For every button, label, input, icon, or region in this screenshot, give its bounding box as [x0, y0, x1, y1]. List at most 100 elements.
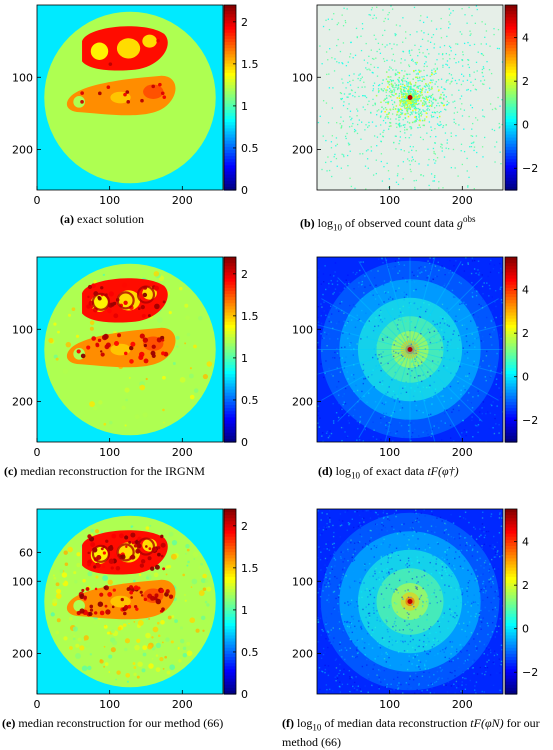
y-tick-label: 100	[292, 575, 313, 588]
colorbar-segment	[505, 610, 517, 615]
colorbar-segment	[505, 377, 517, 381]
colorbar-segment	[505, 601, 517, 606]
plot-frame	[36, 4, 224, 191]
x-tick-label: 100	[379, 698, 400, 711]
colorbar-segment	[505, 180, 517, 185]
colorbar-tick-label: 0	[522, 371, 529, 384]
colorbar-segment	[224, 672, 236, 677]
plot-f: 4 2 0 −2 100 200 100 200	[280, 504, 553, 719]
colorbar-segment	[505, 303, 517, 307]
colorbar-segment	[505, 423, 517, 428]
plot-a: 2 1.5 1 0.5 0 0 100 200 100 200	[0, 0, 270, 215]
y-tick-label: 100	[12, 323, 33, 336]
colorbar-segment	[505, 66, 517, 71]
peak	[407, 599, 413, 604]
colorbar-segment	[505, 595, 517, 600]
colorbar-segment	[505, 100, 517, 105]
colorbar-segment	[505, 119, 517, 123]
colorbar-segment	[224, 66, 236, 71]
colorbar-segment	[224, 650, 236, 655]
caption-label: (b)	[300, 216, 315, 230]
colorbar-segment	[505, 352, 517, 357]
colorbar-segment	[224, 143, 236, 148]
colorbar-segment	[505, 297, 517, 301]
caption-a: (a) exact solution	[60, 212, 260, 227]
colorbar-segment	[224, 312, 236, 317]
colorbar-segment	[505, 518, 517, 522]
colorbar-segment	[505, 140, 517, 145]
colorbar-segment	[505, 263, 517, 267]
y-tick-label: 200	[292, 396, 313, 409]
colorbar-segment	[505, 29, 517, 34]
colorbar-segment	[505, 368, 517, 372]
plot-frame	[316, 508, 504, 695]
colorbar-segment	[224, 300, 236, 304]
colorbar-segment	[505, 128, 517, 133]
colorbar-segment	[505, 405, 517, 409]
colorbar-segment	[224, 42, 236, 46]
colorbar-segment	[224, 156, 236, 160]
axes: 100 200 100 200	[292, 256, 504, 459]
colorbar-segment	[224, 533, 236, 538]
colorbar-tick-label: −2	[522, 666, 538, 679]
colorbar-segment	[224, 635, 236, 640]
colorbar-segment	[224, 32, 236, 37]
colorbar-segment	[224, 616, 236, 621]
colorbar-tick-label: 2	[522, 579, 529, 592]
colorbar-segment	[224, 521, 236, 526]
colorbar-tick-label: 0.5	[241, 394, 259, 407]
heatmap-exact-solution: 2 1.5 1 0.5 0 0 100 200 100 200	[12, 4, 259, 207]
colorbar-segment	[224, 79, 236, 83]
colorbar-segment	[505, 337, 517, 341]
colorbar-segment	[505, 364, 517, 369]
colorbar-segment	[505, 97, 517, 102]
x-tick-label: 100	[379, 446, 400, 459]
colorbar-segment	[224, 368, 236, 372]
colorbar-segment	[224, 555, 236, 559]
caption-d: (d) log10 of exact data tF(φ†)	[318, 464, 553, 483]
heatmap-median-data-reconstruction: 4 2 0 −2 100 200 100 200	[292, 508, 538, 711]
caption-text: of median data reconstruction	[321, 716, 471, 730]
colorbar-segment	[505, 287, 517, 292]
colorbar-segment	[505, 549, 517, 553]
colorbar-segment	[224, 183, 236, 188]
colorbar-segment	[505, 555, 517, 559]
x-tick-label: 200	[452, 698, 473, 711]
colorbar-segment	[505, 401, 517, 406]
colorbar-segment	[224, 374, 236, 378]
colorbar-segment	[224, 275, 236, 280]
colorbar-segment	[505, 420, 517, 425]
colorbar-segment	[505, 143, 517, 148]
colorbar-segment	[224, 8, 236, 12]
colorbar-segment	[505, 509, 517, 513]
colorbar-segment	[224, 423, 236, 428]
colorbar-segment	[224, 174, 236, 179]
image-content	[317, 257, 503, 442]
axes: 0 100 200 100 200	[12, 4, 224, 207]
colorbar-segment	[505, 60, 517, 65]
caption-sup: obs	[462, 214, 476, 224]
colorbar-tick-label: 0.5	[241, 142, 259, 155]
colorbar-segment	[224, 103, 236, 108]
colorbar-segment	[505, 177, 517, 182]
colorbar-segment	[224, 75, 236, 80]
plot-frame	[316, 256, 504, 443]
colorbar-segment	[505, 620, 517, 624]
colorbar-segment	[505, 361, 517, 366]
colorbar-tick-label: 2	[522, 327, 529, 340]
colorbar-segment	[224, 515, 236, 519]
colorbar-segment	[224, 146, 236, 151]
colorbar-segment	[505, 116, 517, 120]
colorbar-segment	[505, 5, 517, 9]
colorbar-segment	[224, 576, 236, 581]
colorbar-segment	[224, 657, 236, 661]
colorbar-segment	[224, 109, 236, 114]
colorbar-segment	[224, 131, 236, 136]
colorbar: 4 2 0 −2	[504, 508, 538, 695]
plot-b: 4 2 0 −2 100 200 100 200	[280, 0, 553, 215]
colorbar-segment	[505, 589, 517, 593]
colorbar-segment	[224, 309, 236, 314]
colorbar-segment	[505, 426, 517, 431]
colorbar-segment	[505, 542, 517, 547]
colorbar-segment	[224, 149, 236, 154]
